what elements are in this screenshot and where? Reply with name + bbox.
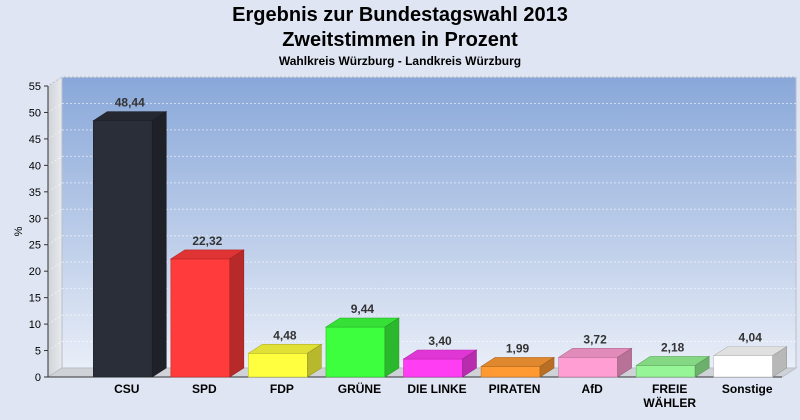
x-tick-label: SPD bbox=[192, 382, 217, 396]
y-tick-label: 35 bbox=[29, 187, 41, 199]
grid bbox=[47, 76, 796, 351]
bar-side bbox=[229, 249, 245, 378]
gridline-side bbox=[47, 261, 63, 272]
gridline-side bbox=[47, 314, 63, 325]
bar-front bbox=[248, 352, 308, 378]
bar-side bbox=[539, 356, 555, 378]
bars bbox=[92, 111, 788, 378]
bar-front bbox=[93, 120, 153, 378]
y-tick-label: 55 bbox=[29, 81, 41, 93]
bar bbox=[480, 356, 556, 378]
bar-value-label: 4,04 bbox=[739, 331, 763, 345]
gridline-side bbox=[47, 208, 63, 219]
bar-side bbox=[307, 343, 322, 378]
bar-value-label: 4,48 bbox=[273, 328, 297, 342]
x-tick-label: GRÜNE bbox=[338, 381, 381, 396]
gridline-side bbox=[47, 182, 63, 193]
bar-value-label: 9,44 bbox=[351, 302, 375, 316]
y-tick-label: 0 bbox=[35, 372, 41, 384]
bar-value-label: 3,72 bbox=[583, 332, 607, 346]
bar-front bbox=[325, 326, 386, 378]
x-tick-label: AfD bbox=[581, 382, 603, 396]
bar-front bbox=[480, 366, 541, 378]
y-tick-label: 5 bbox=[35, 346, 41, 358]
chart-title-line2: Zweitstimmen in Prozent bbox=[282, 29, 518, 51]
y-tick-label: 15 bbox=[29, 293, 41, 305]
bar-front bbox=[635, 365, 696, 378]
bar-value-label: 3,40 bbox=[428, 334, 452, 348]
bar-front bbox=[713, 355, 773, 378]
bar bbox=[402, 349, 478, 378]
bar-front bbox=[403, 358, 463, 378]
bar bbox=[247, 343, 323, 378]
gridline-side bbox=[47, 76, 63, 87]
side-wall bbox=[47, 76, 63, 378]
bar-value-label: 22,32 bbox=[192, 234, 222, 248]
x-tick-label: Sonstige bbox=[722, 382, 773, 396]
y-tick-label: 50 bbox=[29, 107, 41, 119]
x-tick-label: CSU bbox=[114, 382, 139, 396]
bar-value-label: 2,18 bbox=[661, 340, 685, 354]
bar bbox=[712, 346, 788, 378]
gridline-side bbox=[47, 235, 63, 246]
y-tick-label: 45 bbox=[29, 134, 41, 146]
bar-front bbox=[558, 357, 618, 378]
bar bbox=[635, 355, 711, 378]
gridline-side bbox=[47, 129, 63, 140]
y-axis-label: % bbox=[13, 226, 25, 236]
y-tick-label: 25 bbox=[29, 240, 41, 252]
y-tick-label: 20 bbox=[29, 266, 41, 278]
bar-side bbox=[694, 355, 710, 378]
bar-side bbox=[151, 111, 167, 378]
bar bbox=[92, 111, 168, 378]
labels: 48,44 CSU 22,32 SPD 4,48 FDP 9,44 GRÜNE 3,40 DIE … bbox=[114, 96, 773, 410]
x-tick-label: WÄHLER bbox=[643, 395, 696, 410]
bar bbox=[169, 249, 245, 378]
chart-subtitle: Wahlkreis Würzburg - Landkreis Würzburg bbox=[278, 54, 522, 68]
gridline-side bbox=[47, 155, 63, 166]
axes: 0 5 10 15 20 25 30 35 40 45 50 55% bbox=[13, 81, 782, 384]
bar bbox=[324, 317, 400, 378]
bar bbox=[557, 347, 633, 378]
x-tick-label: DIE LINKE bbox=[407, 382, 466, 396]
x-tick-label: PIRATEN bbox=[489, 382, 541, 396]
bar-side bbox=[462, 349, 477, 378]
bar-value-label: 48,44 bbox=[115, 96, 145, 110]
y-tick-label: 10 bbox=[29, 319, 41, 331]
bar-side bbox=[617, 347, 632, 378]
gridline-side bbox=[47, 103, 63, 113]
bar-side bbox=[384, 317, 400, 378]
gridline-side bbox=[47, 341, 63, 351]
y-tick-label: 40 bbox=[29, 160, 41, 172]
bar-side bbox=[772, 346, 787, 378]
bar-front bbox=[170, 258, 231, 378]
chart-title: Ergebnis zur Bundestagswahl 2013 bbox=[232, 4, 568, 26]
x-tick-label: FDP bbox=[270, 382, 294, 396]
gridline-side bbox=[47, 288, 63, 299]
x-tick-label: FREIE bbox=[652, 382, 687, 396]
bar-value-label: 1,99 bbox=[506, 341, 530, 355]
y-tick-label: 30 bbox=[29, 213, 41, 225]
